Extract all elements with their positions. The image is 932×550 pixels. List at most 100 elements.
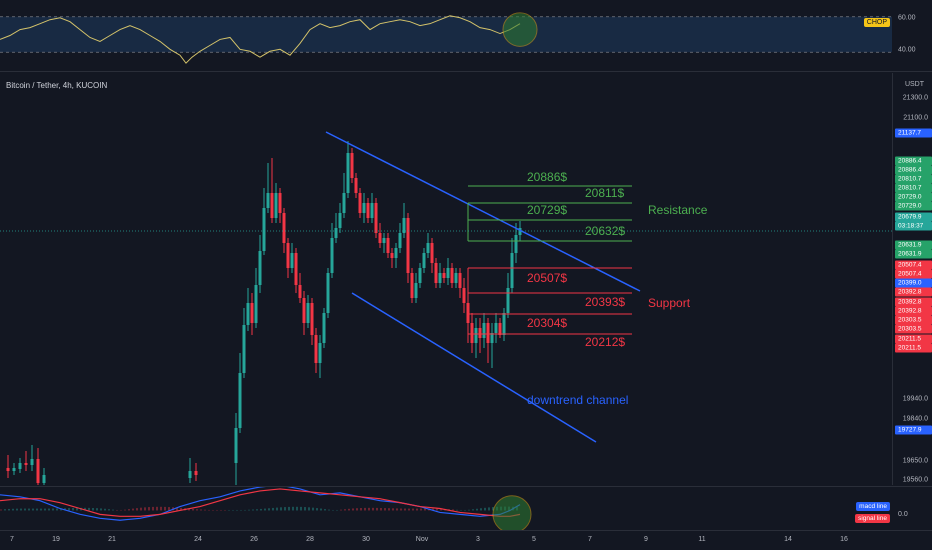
chop-indicator-pane[interactable]: CHOP 60.00 40.00 [0,0,932,72]
macd-hist-bar [400,508,402,511]
time-label: 16 [840,536,848,543]
price-tag: 20399.0 [895,278,932,288]
candle-body [266,193,270,208]
macd-hist-bar [412,508,414,511]
candle-body [36,459,40,483]
macd-hist-bar [252,509,254,511]
macd-hist-bar [472,509,474,511]
macd-hist-bar [280,507,282,511]
macd-hist-bar [492,507,494,511]
candle-body [410,273,414,298]
candle-body [514,235,518,253]
candle-body [502,313,506,335]
time-label: 3 [476,536,480,543]
candle-body [454,273,458,283]
macd-hist-bar [204,509,206,511]
candle-body [442,273,446,278]
candle-body [518,228,522,235]
candle-body [366,203,370,218]
price-tick: 19940.0 [902,395,928,403]
candle-body [310,303,314,335]
candle-body [242,325,246,373]
macd-hist-bar [364,507,366,511]
macd-hist-bar [324,509,326,511]
resistance-label-2: 20811$ [585,186,625,200]
macd-hist-bar [436,508,438,511]
candle-body [290,253,294,268]
candle-body [474,328,478,343]
signal-legend: signal line [855,514,890,523]
candle-body [506,288,510,313]
macd-hist-bar [424,508,426,511]
macd-hist-bar [100,508,102,511]
signal-line [0,488,521,517]
macd-hist-bar [40,508,42,511]
candle-body [406,218,410,273]
price-tag: 20392.8 [895,306,932,316]
candle-body [462,288,466,303]
price-tag: 20679.9 [895,212,932,222]
chop-tick-low: 40.00 [898,46,916,54]
macd-hist-bar [260,508,262,511]
candle-body [282,213,286,243]
symbol-title[interactable]: Bitcoin / Tether, 4h, KUCOIN [6,81,108,90]
support-title: Support [648,296,691,310]
macd-hist-bar [376,507,378,511]
time-label: 28 [306,536,314,543]
candle-body [42,475,46,483]
macd-hist-bar [380,507,382,511]
macd-indicator-pane[interactable]: macd line signal line 0.0 [0,486,932,530]
macd-hist-bar [360,508,362,511]
time-label: 11 [698,536,706,543]
macd-hist-bar [24,508,26,511]
macd-hist-bar [68,508,70,511]
macd-hist-bar [396,508,398,511]
candle-body [278,193,282,213]
macd-hist-bar [140,507,142,511]
candle-body [194,471,198,475]
price-tag: 20729.0 [895,201,932,211]
time-label: 14 [784,536,792,543]
candle-body [246,303,250,325]
macd-hist-bar [476,508,478,511]
candles [6,141,522,485]
time-label: 26 [250,536,258,543]
macd-hist-bar [16,508,18,511]
macd-hist-bar [36,508,38,511]
candle-body [446,268,450,278]
time-axis[interactable]: 7 19 21 24 26 28 30 Nov 3 5 7 9 11 14 16 [0,530,932,550]
macd-hist-bar [144,507,146,511]
candle-body [314,335,318,363]
resistance-label-1: 20886$ [527,170,568,184]
price-tag: 20303.5 [895,315,932,325]
macd-hist-bar [136,508,138,511]
chop-tick-high: 60.00 [898,14,916,22]
macd-hist-bar [52,508,54,511]
macd-hist-bar [264,508,266,511]
price-tag: 19727.9 [895,425,932,435]
candle-body [350,153,354,178]
macd-hist-bar [452,509,454,511]
price-plot[interactable]: Bitcoin / Tether, 4h, KUCOIN 20886$ 2081… [0,73,892,485]
macd-hist-bar [320,508,322,511]
macd-hist-bar [56,508,58,511]
chop-chart [0,12,892,64]
macd-hist-bar [356,508,358,511]
candle-body [390,253,394,258]
chop-badge: CHOP [863,18,890,27]
macd-hist-bar [180,507,182,511]
candle-body [374,203,378,233]
macd-hist-bar [156,506,158,511]
resistance-title: Resistance [648,203,708,217]
resistance-label-3: 20729$ [527,203,568,217]
candle-body [346,153,350,193]
candle-body [494,323,498,333]
macd-hist-bar [84,507,86,511]
macd-hist-bar [300,506,302,511]
candle-body [498,323,502,335]
price-scale[interactable]: USDT 21300.0 21100.0 19940.0 19840.0 196… [892,73,932,485]
macd-hist-bar [28,508,30,511]
support-label-1: 20507$ [527,271,568,285]
macd-hist-bar [148,507,150,511]
main-chart-pane[interactable]: Bitcoin / Tether, 4h, KUCOIN 20886$ 2081… [0,73,932,485]
